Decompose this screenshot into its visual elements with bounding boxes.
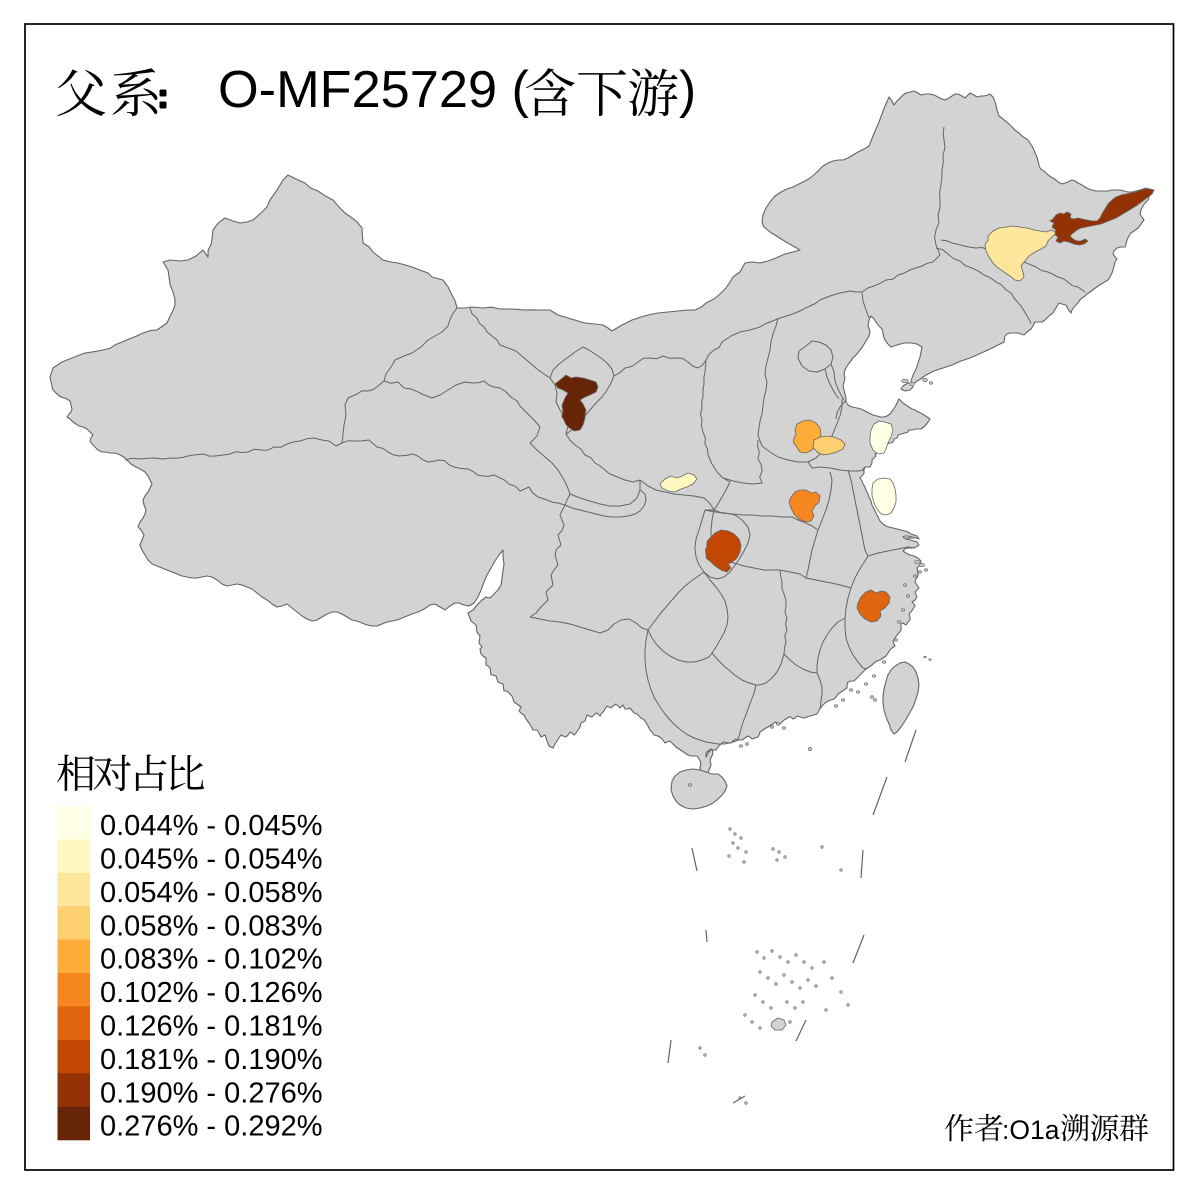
svg-text:0.181% - 0.190%: 0.181% - 0.190% <box>100 1044 322 1076</box>
svg-text:0.044% - 0.045%: 0.044% - 0.045% <box>100 810 322 842</box>
svg-text::O1a: :O1a <box>1002 1115 1060 1145</box>
svg-text:0.054% - 0.058%: 0.054% - 0.058% <box>100 877 322 909</box>
svg-text:0.058% - 0.083%: 0.058% - 0.083% <box>100 910 322 942</box>
svg-text:0.083% - 0.102%: 0.083% - 0.102% <box>100 944 322 976</box>
svg-text:O-MF25729 (: O-MF25729 ( <box>218 61 530 119</box>
svg-text:0.126% - 0.181%: 0.126% - 0.181% <box>100 1011 322 1043</box>
svg-text:): ) <box>679 60 696 118</box>
svg-text:0.276% - 0.292%: 0.276% - 0.292% <box>100 1111 322 1143</box>
svg-text:0.190% - 0.276%: 0.190% - 0.276% <box>100 1077 322 1109</box>
svg-text:0.045% - 0.054%: 0.045% - 0.054% <box>100 844 322 876</box>
svg-text:0.102% - 0.126%: 0.102% - 0.126% <box>100 977 322 1009</box>
